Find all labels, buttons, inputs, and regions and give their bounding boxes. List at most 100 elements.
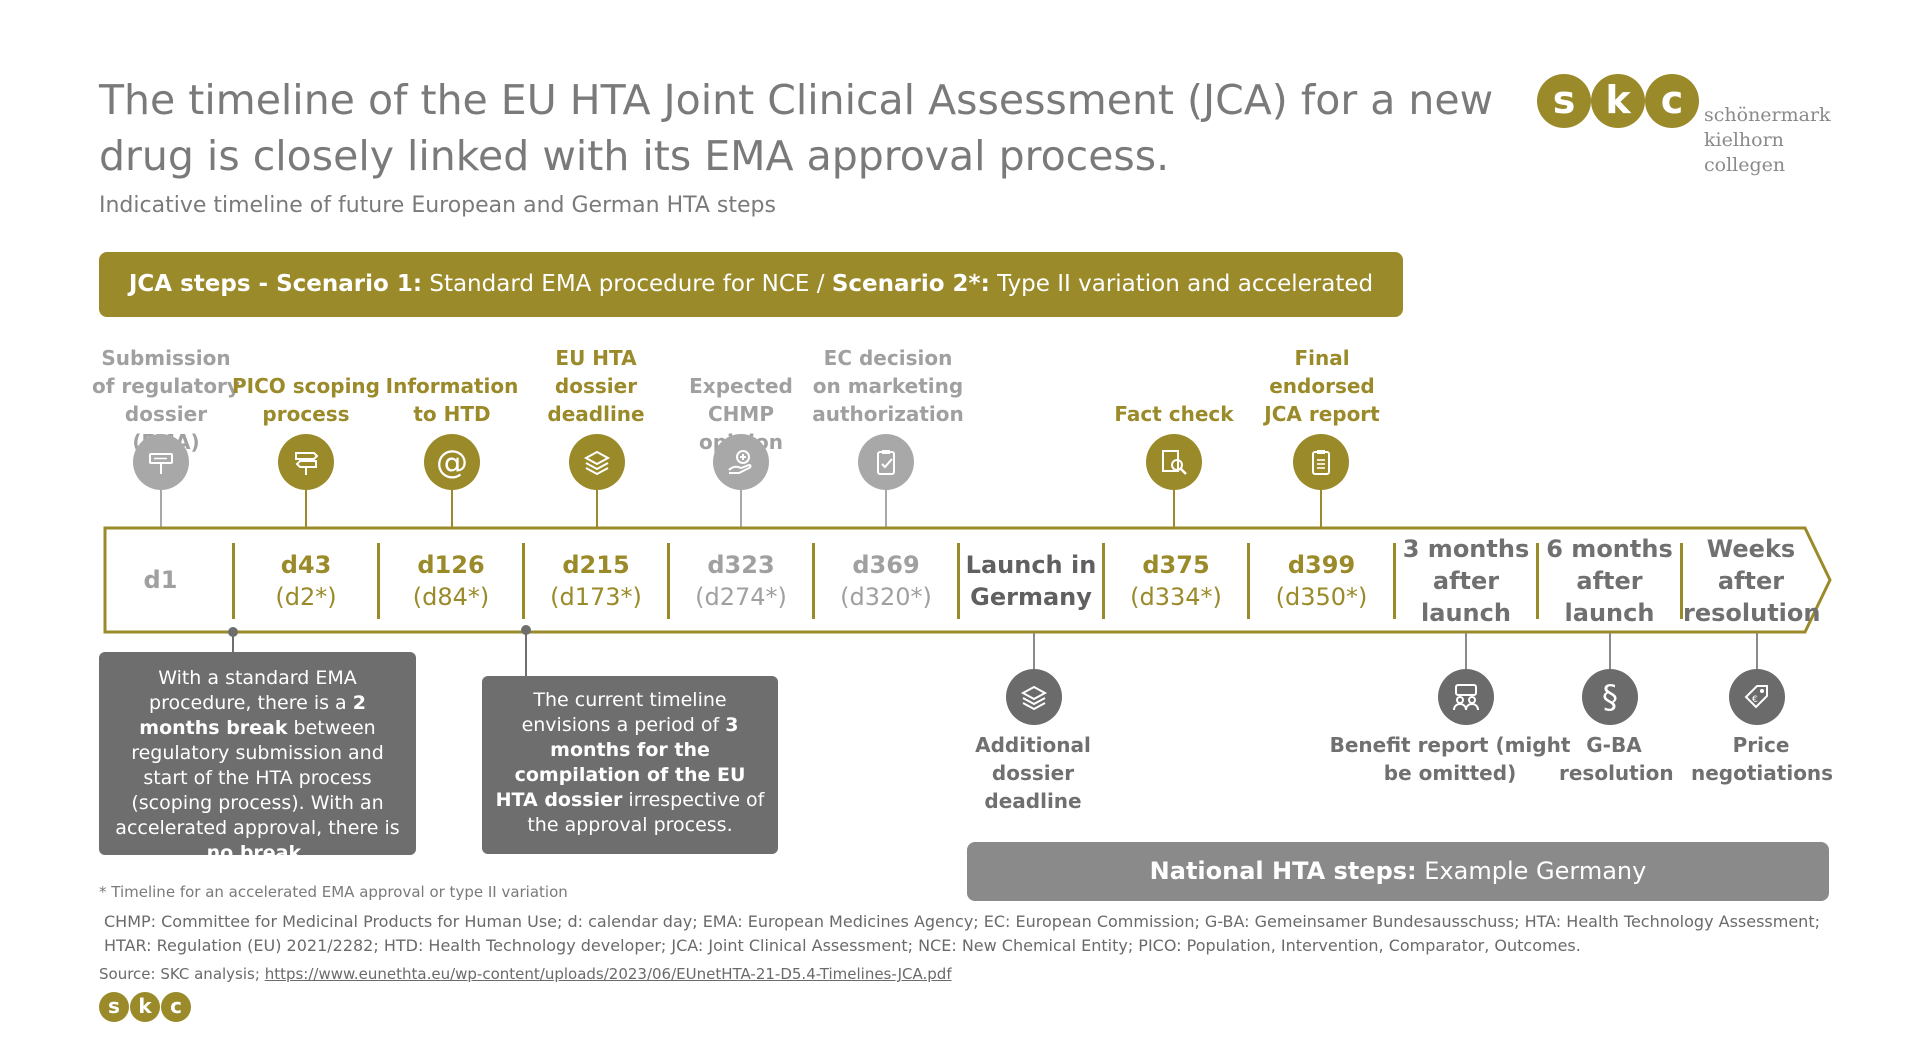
national-label-additional-dossier: Additional dossier deadline <box>975 733 1091 813</box>
national-label-price-negotiations: Price negotiations <box>1691 733 1834 785</box>
document-stack-icon <box>1006 669 1062 725</box>
connector-line <box>1609 633 1611 669</box>
connector-line <box>740 490 742 527</box>
note-text: irrespective of the approval process. <box>527 789 765 836</box>
national-label-gba-resolution: G-BA resolution <box>1559 733 1674 785</box>
timeline-period: 6 months <box>1546 535 1673 563</box>
step-label-ec-decision: EC decision on marketing authorization <box>812 346 964 426</box>
connector-line <box>596 490 598 527</box>
connector-line <box>160 490 162 527</box>
timeline-cell-d43: d43 (d2*) <box>235 549 377 613</box>
logo-circle-c: c <box>161 992 191 1022</box>
timeline-cell-d375: d375 (d334*) <box>1105 549 1247 613</box>
timeline-period: resolution <box>1683 599 1821 627</box>
hand-medicine-icon <box>713 434 769 490</box>
connector-line <box>1756 633 1758 669</box>
timeline-separator <box>1393 543 1396 619</box>
timeline-separator <box>1102 543 1105 619</box>
timeline-cell-launch: Launch in Germany <box>960 549 1102 613</box>
timeline-separator <box>232 543 235 619</box>
logo-line: kielhorn <box>1704 129 1784 151</box>
banner-scenario1-text: Standard EMA procedure for NCE / <box>422 271 832 297</box>
timeline-cell-3-months: 3 months after launch <box>1396 533 1536 629</box>
timeline-arrow <box>103 526 1832 634</box>
direction-sign-icon <box>278 434 334 490</box>
timeline-day: d43 <box>280 551 332 579</box>
note-text: With a standard EMA procedure, there is … <box>149 667 357 714</box>
connector-line <box>1173 490 1175 527</box>
timeline-separator <box>812 543 815 619</box>
timeline-period: 3 months <box>1402 535 1530 563</box>
timeline-period: launch <box>1564 599 1655 627</box>
source-link[interactable]: https://www.eunethta.eu/wp-content/uploa… <box>264 965 952 983</box>
clipboard-check-icon <box>858 434 914 490</box>
timeline-separator <box>1680 543 1683 619</box>
timeline-cell-weeks: Weeks after resolution <box>1683 533 1821 629</box>
timeline-day: d375 <box>1142 551 1210 579</box>
timeline-separator <box>957 543 960 619</box>
timeline-period: after <box>1432 567 1500 595</box>
logo-circle-s: s <box>1537 74 1591 128</box>
footnote: * Timeline for an accelerated EMA approv… <box>99 883 568 901</box>
signpost-icon <box>133 434 189 490</box>
at-sign-icon: @ <box>424 434 480 490</box>
national-banner-label: National HTA steps: <box>1149 857 1417 885</box>
national-label-benefit-report: Benefit report (might be omitted) <box>1329 733 1571 785</box>
timeline-cell-d215: d215 (d173*) <box>525 549 667 613</box>
timeline-day-alt: (d334*) <box>1130 583 1222 611</box>
timeline-day-alt: (d173*) <box>550 583 642 611</box>
timeline-day: d126 <box>417 551 485 579</box>
timeline-day: d399 <box>1287 551 1356 579</box>
logo-line: collegen <box>1704 154 1786 176</box>
timeline-separator <box>522 543 525 619</box>
timeline-day-alt: (d84*) <box>412 583 490 611</box>
connector-line <box>305 490 307 527</box>
note-emphasis: 3 months for the compilation of the EU H… <box>495 714 746 811</box>
connector-line <box>451 490 453 527</box>
price-tag-icon: € <box>1729 669 1785 725</box>
note-dot <box>228 627 238 637</box>
timeline-period: after <box>1576 567 1643 595</box>
timeline-cell-6-months: 6 months after launch <box>1539 533 1680 629</box>
logo-line: schönermark <box>1704 104 1831 126</box>
connector-line <box>885 490 887 527</box>
step-label-pico: PICO scoping process <box>232 374 380 426</box>
timeline-separator <box>1536 543 1539 619</box>
timeline-cell-d1: d1 <box>108 564 213 596</box>
timeline-cell-d126: d126 (d84*) <box>380 549 522 613</box>
timeline-launch-line2: Germany <box>970 583 1092 611</box>
timeline-separator <box>377 543 380 619</box>
skc-logo-small: s k c <box>99 992 199 1024</box>
connector-line <box>1320 490 1322 527</box>
banner-scenario1-label: JCA steps - Scenario 1: <box>128 271 423 297</box>
logo-text: schönermark kielhorn collegen <box>1704 103 1831 178</box>
timeline-day: d323 <box>707 551 775 579</box>
jca-steps-banner: JCA steps - Scenario 1: Standard EMA pro… <box>99 252 1403 362</box>
timeline-day-alt: (d350*) <box>1275 583 1368 611</box>
step-label-final-report: Final endorsed JCA report <box>1264 346 1380 426</box>
timeline-cell-d399: d399 (d350*) <box>1250 549 1393 613</box>
note-emphasis: 2 months break <box>139 692 366 739</box>
logo-circle-k: k <box>130 992 160 1022</box>
document-search-icon <box>1146 434 1202 490</box>
note-emphasis: no break. <box>206 842 309 864</box>
timeline-separator <box>667 543 670 619</box>
timeline-launch-line1: Launch in <box>965 551 1097 579</box>
logo-circle-c: c <box>1645 74 1699 128</box>
svg-text:€: € <box>1752 695 1758 705</box>
step-label-chmp: Expected CHMP opinion <box>689 374 793 454</box>
document-stack-icon <box>569 434 625 490</box>
skc-logo: s k c schönermark kielhorn collegen <box>1537 74 1837 184</box>
timeline-cell-d369: d369 (d320*) <box>815 549 957 613</box>
page-subtitle: Indicative timeline of future European a… <box>99 193 776 218</box>
source: Source: SKC analysis; https://www.euneth… <box>99 965 952 983</box>
timeline-separator <box>1247 543 1250 619</box>
report-icon <box>1293 434 1349 490</box>
timeline-day-alt: (d274*) <box>695 583 787 611</box>
connector-line <box>1465 633 1467 669</box>
timeline-cell-d323: d323 (d274*) <box>670 549 812 613</box>
national-hta-banner: National HTA steps: Example Germany <box>967 842 1829 901</box>
note-dot <box>521 625 531 635</box>
paragraph-icon: § <box>1582 669 1638 725</box>
page-title: The timeline of the EU HTA Joint Clinica… <box>99 76 1494 180</box>
